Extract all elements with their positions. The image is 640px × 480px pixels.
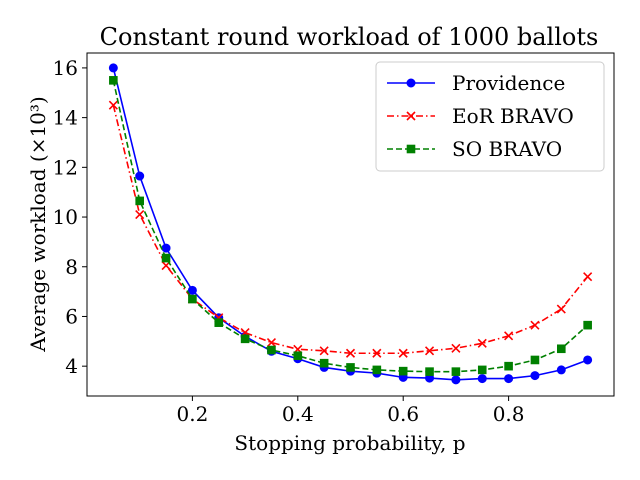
data-point (556, 365, 566, 375)
series-so-bravo (109, 76, 592, 376)
x-axis: 0.2 0.4 0.6 0.8 (176, 396, 525, 426)
legend-item-providence: Providence (387, 71, 565, 95)
data-point (398, 348, 408, 358)
y-tick-label: 10 (53, 205, 78, 229)
y-tick-label: 16 (53, 56, 78, 80)
data-point (583, 272, 593, 282)
data-point (477, 374, 487, 384)
data-point (504, 331, 514, 341)
x-tick-label: 0.8 (493, 402, 525, 426)
chart-title: Constant round workload of 1000 ballots (100, 23, 599, 51)
data-point (504, 374, 514, 384)
data-point (267, 345, 276, 355)
data-point (530, 371, 540, 381)
legend: Providence EoR BRAVO SO BRAVO (375, 61, 605, 172)
data-point (372, 365, 382, 375)
data-point (398, 366, 408, 376)
data-point (556, 304, 566, 314)
series-eor-bravo (108, 100, 593, 358)
y-tick-label: 6 (65, 304, 78, 328)
data-point (424, 346, 435, 356)
data-point (504, 361, 513, 371)
data-point (188, 294, 197, 304)
data-point (319, 358, 329, 368)
data-point (293, 351, 303, 361)
data-point (135, 171, 145, 181)
data-point (187, 285, 197, 295)
legend-label: SO BRAVO (452, 137, 562, 161)
legend-item-eor-bravo: EoR BRAVO (387, 104, 574, 128)
x-axis-label: Stopping probability, p (234, 431, 465, 455)
data-point (346, 363, 355, 372)
data-point (583, 320, 592, 330)
data-point (109, 76, 118, 85)
x-tick-label: 0.4 (282, 402, 314, 426)
data-point (161, 243, 171, 253)
data-point (451, 375, 461, 385)
legend-label: EoR BRAVO (452, 104, 574, 128)
plot-frame (86, 52, 615, 397)
y-tick-label: 8 (65, 255, 78, 279)
data-point (135, 196, 144, 206)
data-point (557, 344, 566, 354)
legend-swatch-marker (406, 111, 416, 121)
legend-swatch-marker (406, 78, 416, 88)
data-point (108, 100, 118, 110)
x-tick-label: 0.6 (387, 402, 419, 426)
data-point (108, 63, 118, 73)
data-point (266, 337, 277, 348)
data-point (372, 348, 382, 358)
data-point (425, 367, 434, 376)
y-tick-label: 4 (65, 354, 78, 378)
x-tick-label: 0.2 (176, 402, 208, 426)
data-point (451, 343, 461, 353)
data-point (477, 338, 487, 348)
y-tick-label: 12 (53, 155, 78, 179)
legend-item-so-bravo: SO BRAVO (387, 137, 562, 161)
data-point (161, 253, 171, 263)
plot-area (108, 63, 593, 385)
y-axis-label: Average workload (×10³) (26, 96, 50, 352)
legend-box (375, 61, 605, 172)
data-point (240, 334, 250, 344)
data-point (530, 320, 540, 330)
data-point (214, 318, 224, 327)
data-point (319, 346, 329, 356)
data-point (583, 355, 593, 365)
data-point (345, 348, 356, 358)
data-point (530, 355, 540, 365)
y-tick-label: 14 (53, 106, 78, 130)
data-point (477, 365, 487, 375)
legend-label: Providence (452, 71, 565, 95)
legend-swatch-marker (406, 144, 416, 154)
y-axis: 4 6 8 10 12 14 16 (53, 56, 87, 378)
data-point (135, 209, 145, 220)
data-point (451, 367, 461, 376)
